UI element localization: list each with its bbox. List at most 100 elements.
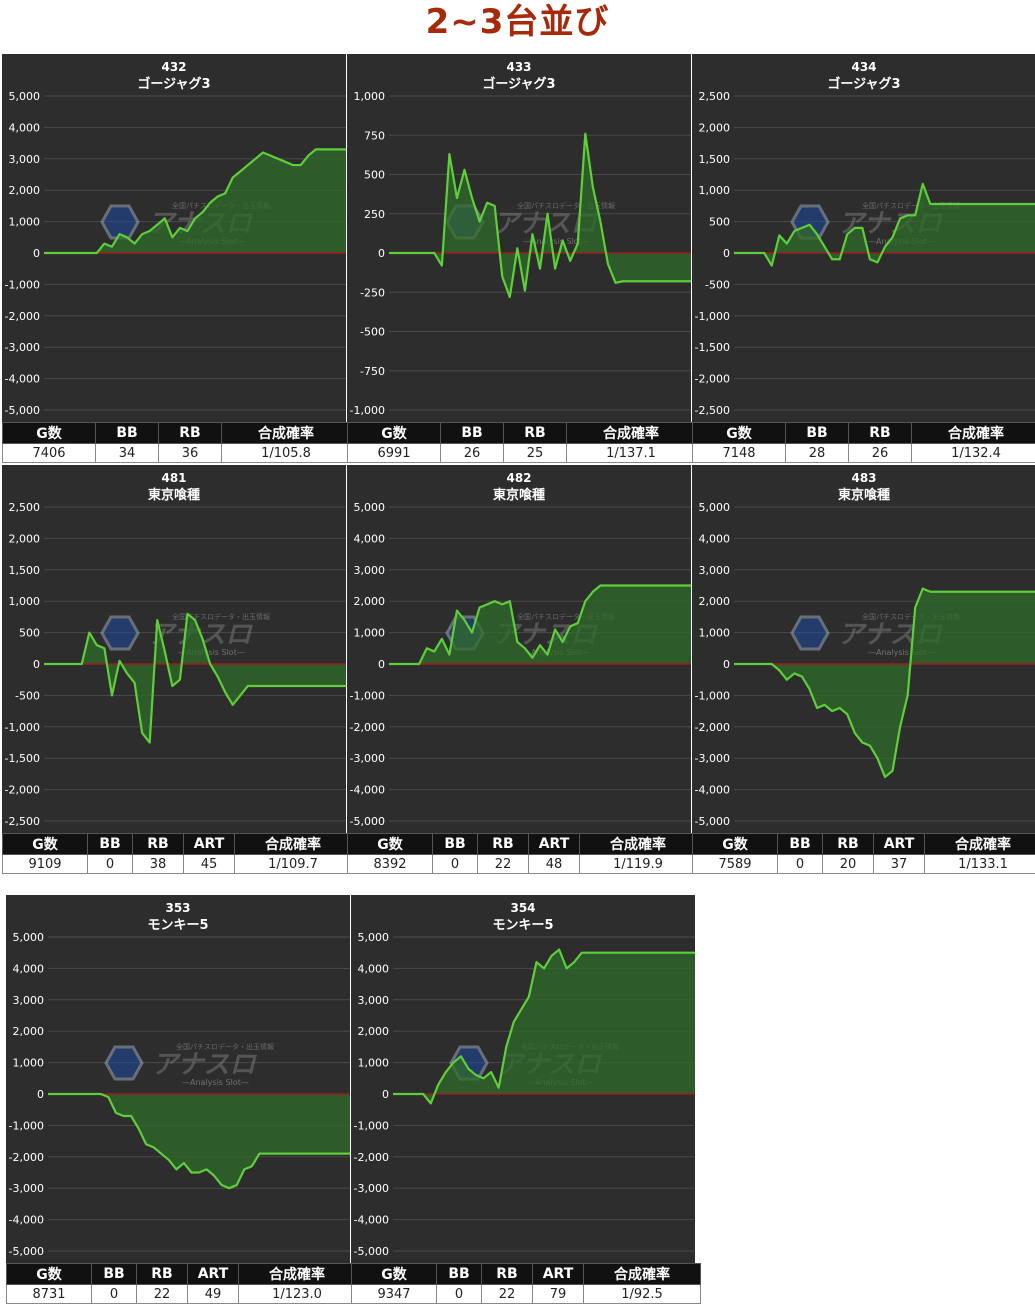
watermark-subtext: —Analysis Slot—	[182, 1078, 249, 1087]
y-tick-label: 2,500	[699, 90, 731, 103]
y-tick-label: 0	[723, 247, 730, 260]
y-tick-label: 500	[364, 169, 385, 182]
stats-value-row: 7589 0 20 37 1/133.1	[692, 854, 1035, 874]
y-tick-label: 1,000	[699, 184, 731, 197]
machine-number: 353	[165, 901, 190, 915]
y-tick-label: 2,000	[9, 532, 41, 545]
stats-value: 48	[528, 854, 580, 874]
series-line	[44, 148, 346, 255]
y-tick-label: -3,000	[9, 1182, 44, 1195]
stats-value: 9347	[351, 1284, 437, 1304]
y-tick-label: 0	[33, 658, 40, 671]
chart-svg: 482 東京喰種 5,000 4,000 3,000 2,000 1,000 0 -1,000 -…	[347, 465, 691, 833]
machine-name: 東京喰種	[148, 487, 200, 503]
stats-header: BB	[785, 422, 849, 444]
y-tick-label: -1,000	[695, 310, 730, 323]
stats-value-row: 9347 0 22 79 1/92.5	[351, 1284, 701, 1304]
y-tick-label: 4,000	[358, 962, 390, 975]
stats-header: G数	[692, 833, 778, 855]
stats-header: ART	[873, 833, 925, 855]
watermark-logo: アナスロ—Analysis Slot—全国パチスロデータ・出玉情報	[100, 612, 270, 657]
stats-header-row: G数 BB RB 合成確率	[692, 422, 1035, 444]
y-tick-label: 0	[37, 1088, 44, 1101]
y-tick-label: -4,000	[5, 373, 40, 386]
stats-value: 7148	[692, 443, 786, 463]
area-fill	[44, 149, 346, 253]
stats-header: 合成確率	[579, 833, 697, 855]
stats-value: 1/119.9	[579, 854, 697, 874]
y-tick-label: 4,000	[9, 121, 41, 134]
y-tick-label: -3,000	[350, 752, 385, 765]
y-tick-label: -4,000	[354, 1214, 389, 1227]
stats-header: RB	[136, 1263, 188, 1285]
stats-value: 22	[477, 854, 529, 874]
stats-value: 22	[136, 1284, 188, 1304]
y-tick-label: 1,000	[699, 627, 731, 640]
y-tick-label: -2,000	[350, 721, 385, 734]
y-tick-label: 3,000	[354, 564, 386, 577]
y-tick-label: 5,000	[9, 90, 41, 103]
stats-value: 26	[848, 443, 912, 463]
y-tick-label: -5,000	[354, 1245, 389, 1258]
machine-number: 432	[161, 60, 186, 74]
y-tick-label: 1,500	[9, 564, 41, 577]
y-tick-label: 500	[19, 627, 40, 640]
machine-number: 433	[506, 60, 531, 74]
stats-value-row: 7406 34 36 1/105.8	[2, 443, 351, 463]
stats-header: RB	[822, 833, 874, 855]
area-fill	[389, 133, 691, 297]
stats-header: BB	[87, 833, 133, 855]
stats-header: 合成確率	[924, 833, 1035, 855]
stats-value: 79	[532, 1284, 584, 1304]
machine-name: ゴージャグ3	[137, 76, 210, 92]
y-tick-label: -2,500	[5, 815, 40, 828]
y-tick-label: 3,000	[699, 564, 731, 577]
hexagon-logo-icon	[100, 615, 140, 651]
stats-value: 8392	[347, 854, 433, 874]
y-tick-label: 5,000	[358, 931, 390, 944]
slot-panel-354: 354 モンキー5 5,000 4,000 3,000 2,000 1,000 0 -1,000…	[351, 895, 701, 1304]
stats-value: 36	[158, 443, 222, 463]
y-tick-label: -1,000	[5, 278, 40, 291]
y-tick-label: -4,000	[350, 784, 385, 797]
stats-value: 1/109.7	[234, 854, 352, 874]
y-tick-label: -2,000	[9, 1151, 44, 1164]
y-tick-label: 0	[33, 247, 40, 260]
stats-value: 7589	[692, 854, 778, 874]
stats-header: RB	[132, 833, 184, 855]
machine-number: 434	[851, 60, 876, 74]
stats-header: RB	[477, 833, 529, 855]
stats-header-row: G数 BB RB ART 合成確率	[351, 1263, 701, 1285]
y-tick-label: 5,000	[13, 931, 45, 944]
watermark-text: アナスロ	[152, 1050, 257, 1080]
stats-header-row: G数 BB RB ART 合成確率	[347, 833, 697, 855]
y-tick-label: 1,000	[354, 90, 386, 103]
y-tick-label: 500	[709, 216, 730, 229]
stats-header: BB	[777, 833, 823, 855]
stats-header: RB	[158, 422, 222, 444]
chart-svg: 353 モンキー5 5,000 4,000 3,000 2,000 1,000 0 -1,000…	[6, 895, 350, 1263]
stats-header: G数	[347, 833, 433, 855]
slot-panel-434: 434 ゴージャグ3 2,500 2,000 1,500 1,000 500 0 -500 -1,…	[692, 54, 1035, 463]
stats-value-row: 9109 0 38 45 1/109.7	[2, 854, 352, 874]
machine-name: ゴージャグ3	[827, 76, 900, 92]
y-tick-label: -2,000	[354, 1151, 389, 1164]
y-tick-label: -4,000	[695, 784, 730, 797]
y-tick-label: 4,000	[354, 532, 386, 545]
series-line	[389, 132, 691, 299]
stats-value: 0	[777, 854, 823, 874]
stats-header: RB	[848, 422, 912, 444]
slot-panel-481: 481 東京喰種 2,500 2,000 1,500 1,000 500 0 -500 -1,00…	[2, 465, 352, 874]
y-tick-label: 2,500	[9, 501, 41, 514]
stats-header-row: G数 BB RB 合成確率	[347, 422, 696, 444]
stats-value: 1/132.4	[911, 443, 1035, 463]
stats-table: G数 BB RB ART 合成確率 8731 0 22 49 1/123.0	[6, 1263, 356, 1304]
stats-value: 0	[87, 854, 133, 874]
slot-panel-483: 483 東京喰種 5,000 4,000 3,000 2,000 1,000 0 -1,000 -…	[692, 465, 1035, 874]
y-tick-label: 1,000	[9, 595, 41, 608]
stats-value: 1/137.1	[566, 443, 696, 463]
y-tick-label: -5,000	[350, 815, 385, 828]
stats-value: 34	[95, 443, 159, 463]
slot-panel-432: 432 ゴージャグ3 5,000 4,000 3,000 2,000 1,000 0 -1,00…	[2, 54, 351, 463]
y-tick-label: 2,000	[358, 1025, 390, 1038]
